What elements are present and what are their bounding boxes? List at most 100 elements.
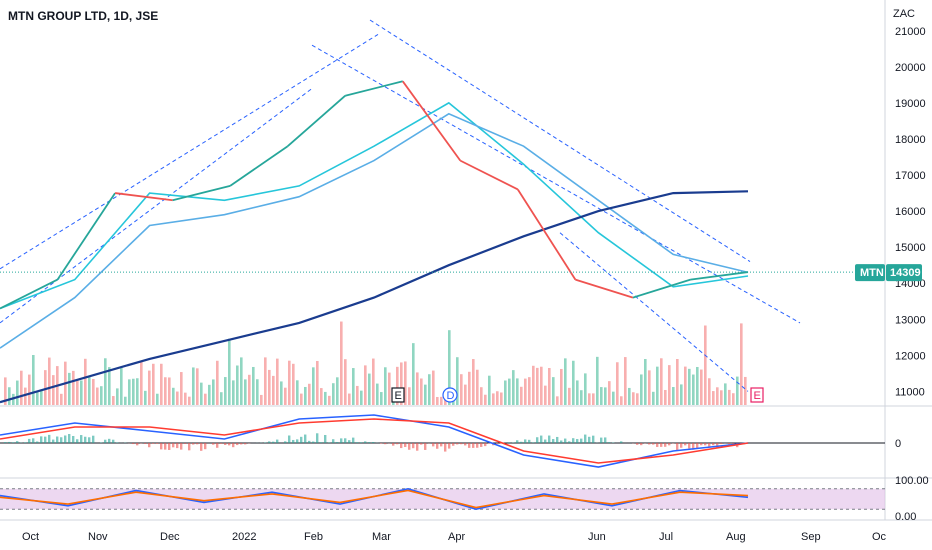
- macd-histogram-bar: [656, 443, 659, 447]
- macd-histogram-bar: [648, 443, 651, 445]
- macd-histogram-bar: [352, 437, 355, 443]
- volume-bar: [108, 367, 111, 405]
- volume-bar: [184, 392, 187, 405]
- macd-histogram-bar: [68, 434, 71, 443]
- macd-histogram-bar: [728, 443, 731, 445]
- volume-bar: [512, 370, 515, 405]
- macd-histogram-bar: [696, 443, 699, 449]
- volume-bar: [388, 372, 391, 405]
- macd-histogram-bar: [688, 443, 691, 449]
- macd-histogram-bar: [332, 439, 335, 443]
- macd-line: [0, 418, 749, 464]
- macd-histogram-bar: [552, 439, 555, 443]
- macd-histogram-bar: [300, 436, 303, 443]
- macd-histogram-bar: [116, 442, 119, 443]
- macd-histogram-bar: [548, 435, 551, 443]
- volume-bar: [248, 374, 251, 405]
- macd-histogram-bar: [356, 442, 359, 443]
- volume-bar: [436, 396, 439, 405]
- volume-bar: [584, 373, 587, 405]
- volume-bar: [704, 325, 707, 405]
- macd-histogram-bar: [224, 443, 227, 445]
- volume-bar: [200, 382, 203, 405]
- volume-bar: [672, 387, 675, 405]
- x-tick-label: Feb: [304, 531, 323, 543]
- macd-histogram-bar: [4, 442, 7, 443]
- macd-histogram-bar: [680, 443, 683, 448]
- macd-histogram-bar: [564, 438, 567, 443]
- macd-histogram-bar: [44, 436, 47, 443]
- volume-bar: [500, 392, 503, 405]
- macd-histogram-bar: [136, 443, 139, 446]
- macd-histogram-bar: [708, 443, 711, 447]
- macd-histogram-bar: [180, 443, 183, 450]
- volume-bar: [124, 396, 127, 405]
- macd-histogram-bar: [604, 437, 607, 443]
- macd-histogram-bar: [432, 443, 435, 447]
- volume-bar: [384, 367, 387, 405]
- last-price-value: 14309: [890, 267, 921, 279]
- moving-average-line: [0, 190, 749, 404]
- volume-bar: [680, 384, 683, 405]
- volume-bar: [148, 370, 151, 405]
- volume-bar: [504, 380, 507, 405]
- macd-histogram-bar: [536, 437, 539, 443]
- x-tick-label: Mar: [372, 531, 391, 543]
- volume-bar: [536, 367, 539, 405]
- macd-histogram-bar: [48, 434, 51, 443]
- macd-histogram-bar: [240, 443, 243, 445]
- macd-histogram-bar: [24, 442, 27, 443]
- volume-bar: [560, 368, 563, 405]
- volume-bar: [656, 366, 659, 405]
- volume-bar: [196, 368, 199, 405]
- volume-bar: [636, 393, 639, 405]
- volume-bar: [160, 363, 163, 405]
- volume-bar: [176, 391, 179, 405]
- volume-bar: [608, 381, 611, 405]
- macd-histogram-bar: [396, 443, 399, 445]
- macd-histogram-bar: [384, 443, 387, 445]
- volume-bar: [8, 387, 11, 405]
- volume-bar: [472, 359, 475, 405]
- macd-histogram-bar: [184, 443, 187, 444]
- macd-histogram-bar: [580, 438, 583, 443]
- macd-histogram-bar: [712, 443, 715, 446]
- x-tick-label: Nov: [88, 531, 108, 543]
- macd-histogram-bar: [608, 442, 611, 443]
- volume-bar: [152, 363, 155, 405]
- price-segment: [459, 159, 519, 191]
- macd-histogram-bar: [620, 441, 623, 443]
- volume-bar: [476, 369, 479, 405]
- volume-bar: [568, 387, 571, 405]
- volume-bar: [216, 360, 219, 405]
- volume-bar: [16, 380, 19, 405]
- volume-bar: [516, 378, 519, 405]
- macd-histogram-bar: [84, 436, 87, 443]
- price-segment: [172, 184, 231, 202]
- volume-bar: [280, 381, 283, 405]
- macd-histogram-bar: [324, 434, 327, 443]
- macd-histogram-bar: [328, 442, 331, 443]
- volume-bar: [244, 379, 247, 405]
- price-segment: [345, 80, 403, 97]
- macd-histogram-bar: [544, 439, 547, 443]
- macd-histogram-bar: [372, 442, 375, 443]
- volume-bar: [424, 384, 427, 405]
- macd-histogram-bar: [228, 443, 231, 446]
- volume-bar: [316, 360, 319, 405]
- trend-channel-line: [311, 44, 801, 324]
- macd-histogram-bar: [540, 435, 543, 443]
- volume-bar: [208, 384, 211, 405]
- volume-bar: [104, 358, 107, 405]
- macd-histogram-bar: [496, 443, 499, 444]
- price-segment: [114, 192, 173, 202]
- macd-histogram-bar: [516, 440, 519, 443]
- volume-bar: [180, 372, 183, 405]
- macd-histogram-bar: [460, 443, 463, 445]
- macd-histogram-bar: [420, 443, 423, 445]
- macd-histogram-bar: [348, 440, 351, 443]
- y-tick-label: 16000: [895, 206, 926, 218]
- currency-label: ZAC: [893, 8, 915, 20]
- volume-bar: [100, 386, 103, 405]
